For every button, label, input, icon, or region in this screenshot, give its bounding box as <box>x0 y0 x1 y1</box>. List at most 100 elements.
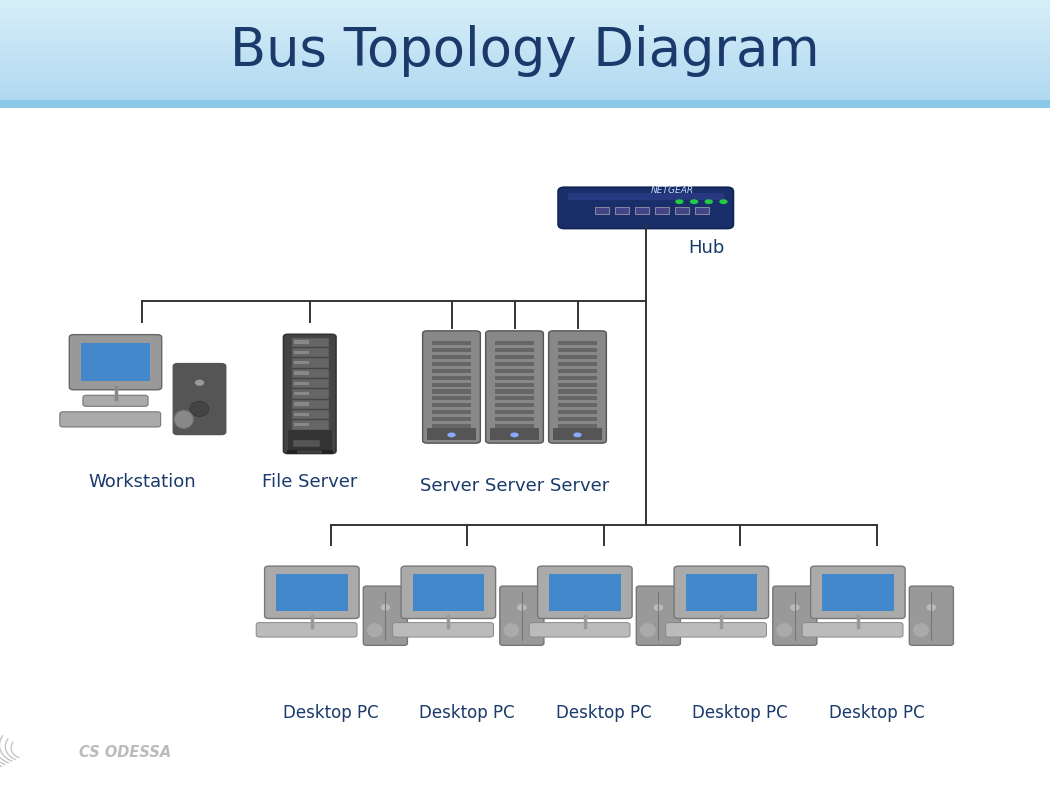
Bar <box>0 32 1050 33</box>
Bar <box>496 382 533 386</box>
Bar <box>686 574 757 611</box>
FancyBboxPatch shape <box>811 566 905 619</box>
Bar <box>0 52 1050 53</box>
Bar <box>489 428 540 440</box>
Bar <box>496 410 533 414</box>
Bar <box>433 403 470 408</box>
Bar <box>0 67 1050 68</box>
Bar <box>615 206 629 214</box>
Bar <box>0 90 1050 91</box>
Bar <box>0 97 1050 98</box>
Bar <box>276 574 348 611</box>
Ellipse shape <box>694 625 749 634</box>
Bar <box>0 50 1050 51</box>
Bar <box>294 434 309 437</box>
Bar <box>0 54 1050 55</box>
Bar <box>294 423 309 427</box>
Ellipse shape <box>174 411 193 428</box>
Ellipse shape <box>912 623 929 638</box>
Ellipse shape <box>653 604 664 611</box>
Bar <box>433 341 470 345</box>
Bar <box>287 450 297 454</box>
Bar <box>559 382 597 386</box>
Bar <box>0 8 1050 9</box>
Ellipse shape <box>675 199 684 204</box>
Bar <box>496 397 533 401</box>
Text: CS ODESSA: CS ODESSA <box>79 745 171 760</box>
Bar <box>0 89 1050 90</box>
Bar <box>0 34 1050 35</box>
Bar <box>0 87 1050 88</box>
Bar <box>0 46 1050 47</box>
Bar <box>559 403 597 408</box>
Bar <box>496 375 533 380</box>
Bar <box>294 412 309 416</box>
Bar <box>0 60 1050 61</box>
Bar <box>0 55 1050 56</box>
Bar <box>0 2 1050 3</box>
FancyBboxPatch shape <box>422 331 480 443</box>
Bar <box>0 85 1050 86</box>
Bar <box>0 16 1050 17</box>
Bar <box>294 382 309 385</box>
Bar <box>294 340 309 344</box>
Bar <box>496 389 533 393</box>
Bar <box>0 72 1050 73</box>
Bar <box>0 91 1050 92</box>
Bar <box>0 36 1050 37</box>
Text: Desktop PC: Desktop PC <box>692 704 789 722</box>
Bar <box>0 28 1050 29</box>
Bar <box>433 410 470 414</box>
Bar <box>0 64 1050 65</box>
Bar <box>496 417 533 421</box>
Bar <box>0 35 1050 36</box>
Bar <box>433 348 470 352</box>
Bar <box>292 420 328 428</box>
Bar <box>0 99 1050 100</box>
Bar <box>0 24 1050 25</box>
Text: File Server: File Server <box>262 473 357 491</box>
Bar <box>0 47 1050 48</box>
Bar <box>0 51 1050 52</box>
FancyBboxPatch shape <box>666 623 766 637</box>
Text: Desktop PC: Desktop PC <box>828 704 925 722</box>
Bar <box>559 424 597 428</box>
FancyBboxPatch shape <box>549 331 607 443</box>
Ellipse shape <box>503 623 520 638</box>
Bar <box>0 63 1050 64</box>
Bar <box>292 400 328 408</box>
Bar <box>0 9 1050 10</box>
Bar <box>294 392 309 396</box>
Bar <box>0 27 1050 28</box>
FancyBboxPatch shape <box>284 334 336 453</box>
Bar <box>496 424 533 428</box>
Bar <box>0 11 1050 12</box>
Bar <box>559 431 597 434</box>
Text: Desktop PC: Desktop PC <box>282 704 379 722</box>
Bar <box>292 410 328 418</box>
Bar <box>294 351 309 354</box>
Bar <box>0 69 1050 70</box>
Bar <box>292 337 328 346</box>
Bar <box>0 68 1050 69</box>
Bar <box>0 38 1050 39</box>
Bar <box>0 15 1050 16</box>
Bar <box>559 397 597 401</box>
Bar <box>0 31 1050 32</box>
Bar <box>294 371 309 374</box>
Bar <box>559 362 597 366</box>
Bar <box>294 361 309 364</box>
Bar <box>0 65 1050 66</box>
Bar <box>0 77 1050 78</box>
Bar <box>433 362 470 366</box>
Ellipse shape <box>776 623 793 638</box>
FancyBboxPatch shape <box>538 566 632 619</box>
FancyBboxPatch shape <box>636 586 680 645</box>
Bar <box>0 17 1050 18</box>
Bar <box>0 71 1050 72</box>
Ellipse shape <box>421 625 476 634</box>
Bar <box>0 37 1050 38</box>
Ellipse shape <box>380 604 391 611</box>
Bar <box>553 428 603 440</box>
FancyBboxPatch shape <box>363 586 407 645</box>
